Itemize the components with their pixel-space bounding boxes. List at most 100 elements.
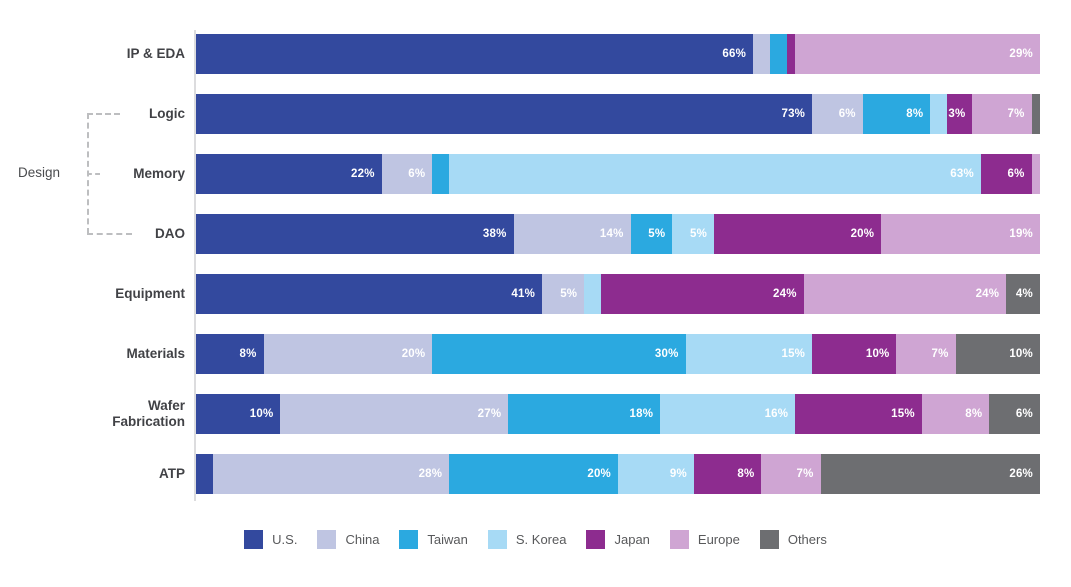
bar-rows-container: IP & EDA 66% 29% Logic 73% 6% 8% 3% 7% Memory 22% 6…	[0, 34, 1040, 514]
segment-value-label: 5%	[648, 228, 666, 240]
bar-segment-japan: 10%	[812, 334, 897, 374]
segment-value-label: 16%	[764, 408, 789, 420]
bar-segment-taiwan: 5%	[630, 214, 673, 254]
segment-value-label: 6%	[838, 108, 856, 120]
bar-track: 38% 14% 5% 5% 20% 19%	[196, 214, 1040, 254]
segment-value-label: 4%	[1015, 288, 1033, 300]
bar-track: 22% 6% 63% 6%	[196, 154, 1040, 194]
segment-value-label: 7%	[931, 348, 949, 360]
segment-value-label: 41%	[511, 288, 536, 300]
category-label-cell: Logic	[0, 106, 196, 122]
bar-segment-europe: 19%	[881, 214, 1040, 254]
legend-item: Europe	[669, 530, 740, 549]
segment-value-label: 29%	[1009, 48, 1033, 60]
segment-value-label: 24%	[975, 288, 1000, 300]
segment-value-label: 20%	[587, 468, 611, 480]
design-bracket-stub-memory	[87, 173, 100, 175]
segment-value-label: 9%	[669, 468, 687, 480]
legend-item: Japan	[586, 530, 650, 549]
bar-segment-japan	[786, 34, 796, 74]
segment-value-label: 20%	[850, 228, 875, 240]
legend-item: Taiwan	[399, 530, 468, 549]
legend-label: Others	[787, 532, 827, 547]
legend-label: China	[345, 532, 380, 547]
bar-segment-u-s: 38%	[196, 214, 514, 254]
bar-segment-s-korea	[584, 274, 602, 314]
legend-swatch	[317, 530, 337, 549]
segment-value-label: 30%	[654, 348, 679, 360]
bar-segment-europe: 7%	[972, 94, 1032, 134]
bar-segment-japan: 3%	[947, 94, 973, 134]
design-group-label: Design	[18, 165, 61, 180]
bar-segment-europe: 7%	[896, 334, 956, 374]
bar-segment-u-s: 22%	[196, 154, 382, 194]
bar-segment-s-korea: 9%	[617, 454, 694, 494]
bar-segment-europe: 8%	[921, 394, 990, 434]
bar-segment-s-korea: 5%	[672, 214, 715, 254]
bar-segment-china: 6%	[812, 94, 863, 134]
bar-segment-china: 6%	[381, 154, 433, 194]
segment-value-label: 8%	[239, 348, 257, 360]
segment-value-label: 6%	[1007, 168, 1025, 180]
bar-segment-europe: 7%	[761, 454, 821, 494]
legend-swatch	[586, 530, 606, 549]
bar-row: Wafer Fabrication 10% 27% 18% 16% 15% 8% 6%	[0, 394, 1040, 434]
bar-track: 66% 29%	[196, 34, 1040, 74]
bar-segment-china: 14%	[513, 214, 631, 254]
bar-segment-japan: 6%	[980, 154, 1032, 194]
legend-item: China	[317, 530, 379, 549]
category-label-cell: Wafer Fabrication	[0, 398, 196, 429]
segment-value-label: 6%	[408, 168, 426, 180]
category-label-cell: Materials	[0, 346, 196, 362]
bar-segment-s-korea	[930, 94, 948, 134]
legend-label: Japan	[614, 532, 650, 547]
bar-segment-u-s	[196, 454, 213, 494]
segment-value-label: 5%	[690, 228, 708, 240]
bar-segment-china: 28%	[212, 454, 450, 494]
segment-value-label: 8%	[965, 408, 983, 420]
segment-value-label: 27%	[477, 408, 502, 420]
bar-segment-china	[753, 34, 770, 74]
legend-swatch	[759, 530, 779, 549]
legend-label: S. Korea	[515, 532, 567, 547]
bar-segment-u-s: 41%	[196, 274, 543, 314]
bar-segment-japan: 24%	[601, 274, 804, 314]
bar-segment-others	[1031, 94, 1040, 134]
category-label: Wafer Fabrication	[112, 398, 185, 429]
segment-value-label: 10%	[865, 348, 890, 360]
segment-value-label: 63%	[950, 168, 974, 180]
segment-value-label: 24%	[773, 288, 797, 300]
bar-segment-taiwan: 20%	[449, 454, 618, 494]
bar-track: 28% 20% 9% 8% 7% 26%	[196, 454, 1040, 494]
bar-segment-europe: 24%	[803, 274, 1007, 314]
legend-swatch	[244, 530, 264, 549]
legend-label: U.S.	[272, 532, 298, 547]
category-label: ATP	[159, 466, 185, 482]
segment-value-label: 14%	[599, 228, 624, 240]
bar-segment-others: 4%	[1006, 274, 1040, 314]
segment-value-label: 18%	[629, 408, 654, 420]
bar-segment-taiwan: 30%	[432, 334, 686, 374]
segment-value-label: 22%	[351, 168, 375, 180]
legend-item: S. Korea	[487, 530, 567, 549]
legend-label: Taiwan	[427, 532, 468, 547]
segment-value-label: 6%	[1015, 408, 1033, 420]
segment-value-label: 28%	[418, 468, 443, 480]
segment-value-label: 15%	[891, 408, 915, 420]
segment-value-label: 7%	[1007, 108, 1025, 120]
y-axis-line	[194, 30, 196, 501]
bar-segment-taiwan: 8%	[862, 94, 931, 134]
category-label-cell: ATP	[0, 466, 196, 482]
segment-value-label: 15%	[781, 348, 806, 360]
bar-segment-s-korea: 16%	[660, 394, 796, 434]
segment-value-label: 10%	[1009, 348, 1033, 360]
category-label-cell: DAO	[0, 226, 196, 242]
category-label: Memory	[133, 166, 185, 182]
bar-track: 73% 6% 8% 3% 7%	[196, 94, 1040, 134]
segment-value-label: 3%	[948, 108, 966, 120]
bar-segment-taiwan	[432, 154, 450, 194]
bar-row: IP & EDA 66% 29%	[0, 34, 1040, 74]
legend-label: Europe	[697, 532, 740, 547]
legend-item: U.S.	[244, 530, 297, 549]
bar-segment-taiwan: 18%	[508, 394, 661, 434]
